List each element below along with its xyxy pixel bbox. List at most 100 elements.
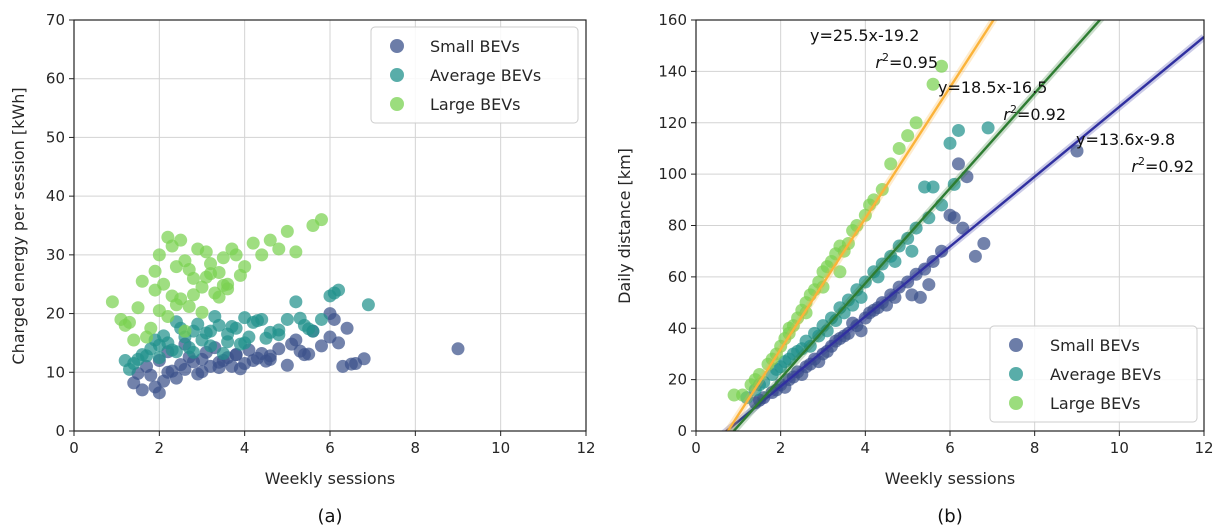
point-average-bevs: [272, 328, 286, 342]
panel-b-x-axis-label: Weekly sessions: [885, 469, 1015, 488]
panel-a-x-axis-label: Weekly sessions: [265, 469, 395, 488]
fit-r2-average: r2=0.92: [1003, 103, 1066, 124]
point-average-bevs: [186, 345, 200, 359]
point-small-bevs: [357, 352, 371, 366]
fit-equation-small: y=13.6x-9.8: [1076, 130, 1175, 149]
point-average-bevs: [361, 298, 375, 312]
point-small-bevs: [344, 357, 358, 371]
point-large-bevs: [255, 248, 269, 262]
point-large-bevs: [105, 295, 119, 309]
y-tick-label: 40: [668, 319, 687, 337]
point-small-bevs: [340, 321, 354, 335]
point-large-bevs: [280, 224, 294, 238]
point-average-bevs: [293, 311, 307, 325]
panel-a-legend-marker-small: [390, 39, 404, 53]
point-large-bevs: [833, 265, 847, 279]
point-average-bevs: [191, 317, 205, 331]
point-average-bevs: [259, 331, 273, 345]
panel-a-legend-label-large: Large BEVs: [430, 95, 520, 114]
point-small-bevs: [846, 316, 860, 330]
y-tick-label: 70: [46, 11, 65, 29]
panel-a-legend-box: [370, 26, 579, 124]
point-average-bevs: [165, 343, 179, 357]
fit-r2-small-symbol: r: [1131, 157, 1139, 176]
y-tick-label: 60: [668, 268, 687, 286]
point-large-bevs: [246, 236, 260, 250]
point-large-bevs: [289, 245, 303, 259]
point-large-bevs: [182, 300, 196, 314]
fit-r2-large: r2=0.95: [875, 51, 938, 72]
point-small-bevs: [451, 342, 465, 356]
point-large-bevs: [186, 271, 200, 285]
x-tick-label: 12: [576, 439, 595, 457]
point-large-bevs: [204, 257, 218, 271]
y-tick-label: 100: [658, 165, 687, 183]
point-large-bevs: [131, 301, 145, 315]
fit-line-fit_average: [732, 20, 1102, 431]
panel-b-label: (b): [937, 506, 962, 527]
fit-line-fit_large: [726, 20, 995, 431]
panel-a-y-axis-label: Charged energy per session [kWh]: [9, 87, 28, 364]
point-average-bevs: [314, 312, 328, 326]
fit-r2-large-symbol: r: [875, 53, 883, 72]
panel-a: 0 2 4 6 8 10 12 0 10 20 30 40 50 60 70 Weekly sessions…: [9, 11, 596, 527]
fit-r2-large-sup: 2: [882, 51, 889, 64]
panel-a-legend-marker-average: [390, 68, 404, 82]
fit-r2-small: r2=0.92: [1131, 155, 1194, 176]
point-average-bevs: [302, 322, 316, 336]
point-large-bevs: [892, 141, 906, 155]
panel-b-fit-lines: [721, 20, 1204, 431]
y-tick-label: 40: [46, 187, 65, 205]
y-tick-label: 60: [46, 70, 65, 88]
point-large-bevs: [127, 333, 141, 347]
point-large-bevs: [238, 260, 252, 274]
point-large-bevs: [216, 251, 230, 265]
point-large-bevs: [199, 270, 213, 284]
point-small-bevs: [280, 358, 294, 372]
panel-b-legend: Small BEVs Average BEVs Large BEVs: [989, 325, 1198, 423]
point-large-bevs: [152, 248, 166, 262]
panel-b-legend-label-large: Large BEVs: [1050, 394, 1140, 413]
y-tick-label: 80: [668, 217, 687, 235]
point-average-bevs: [233, 337, 247, 351]
panel-b-y-axis-label: Daily distance [km]: [615, 148, 634, 304]
point-average-bevs: [943, 136, 957, 150]
point-large-bevs: [884, 157, 898, 171]
panel-a-legend-marker-large: [390, 97, 404, 111]
panel-b-legend-label-average: Average BEVs: [1050, 365, 1161, 384]
x-tick-label: 2: [155, 439, 165, 457]
point-average-bevs: [901, 231, 915, 245]
panel-b-legend-box: [989, 325, 1198, 423]
point-large-bevs: [229, 248, 243, 262]
fit-line-fit_small: [724, 36, 1204, 431]
point-large-bevs: [199, 245, 213, 259]
point-large-bevs: [118, 318, 132, 332]
y-tick-label: 0: [677, 422, 687, 440]
point-small-bevs: [935, 244, 949, 258]
point-average-bevs: [204, 339, 218, 353]
point-small-bevs: [285, 337, 299, 351]
point-large-bevs: [901, 129, 915, 143]
fit-annotation-average: y=18.5x-16.5 r2=0.92: [938, 78, 1066, 124]
point-small-bevs: [233, 362, 247, 376]
y-tick-label: 0: [55, 422, 65, 440]
point-small-bevs: [820, 344, 834, 358]
point-large-bevs: [157, 277, 171, 291]
fit-r2-small-sup: 2: [1138, 155, 1145, 168]
point-large-bevs: [195, 280, 209, 294]
fit-equation-large: y=25.5x-19.2: [810, 26, 919, 45]
point-small-bevs: [229, 348, 243, 362]
x-tick-label: 4: [240, 439, 250, 457]
point-small-bevs: [913, 290, 927, 304]
point-large-bevs: [169, 298, 183, 312]
point-small-bevs: [968, 249, 982, 263]
point-large-bevs: [926, 77, 940, 91]
fit-annotation-large: y=25.5x-19.2 r2=0.95: [810, 26, 938, 72]
point-average-bevs: [905, 244, 919, 258]
point-average-bevs: [225, 319, 239, 333]
y-tick-label: 10: [46, 363, 65, 381]
x-tick-label: 10: [1110, 439, 1129, 457]
point-small-bevs: [140, 359, 154, 373]
